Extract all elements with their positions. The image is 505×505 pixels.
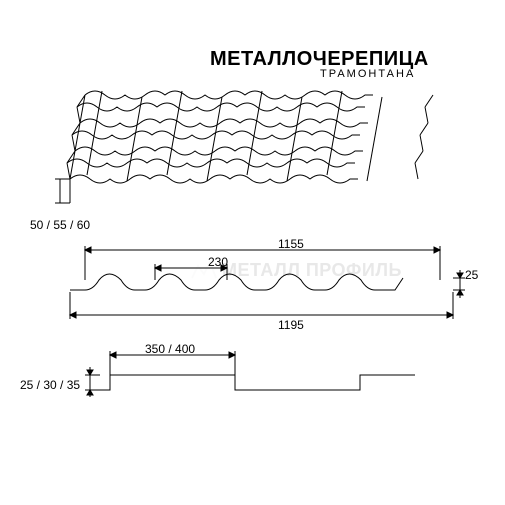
- cs-bottom-width-label: 1195: [278, 318, 304, 332]
- isometric-view: [25, 85, 455, 240]
- step-width-label: 350 / 400: [145, 342, 195, 356]
- cs-pitch-label: 230: [208, 255, 228, 269]
- cs-top-width-label: 1155: [278, 237, 304, 251]
- iso-step-height-label: 50 / 55 / 60: [30, 218, 90, 232]
- cs-height-label: 25: [465, 268, 478, 282]
- cross-section: [55, 240, 475, 330]
- step-height-label: 25 / 30 / 35: [20, 378, 80, 392]
- product-subtitle: ТРАМОНТАНА: [320, 68, 415, 80]
- step-profile: [55, 345, 435, 405]
